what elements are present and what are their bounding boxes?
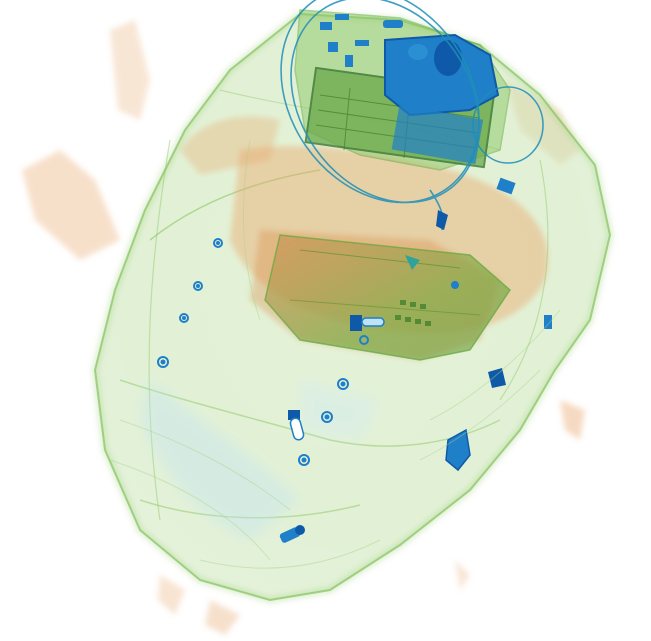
buckle (445, 315, 552, 472)
metal-rivet (157, 238, 369, 466)
electronics-pouch (294, 9, 516, 195)
teal-mark (405, 255, 420, 270)
metal-parts (157, 238, 552, 543)
zipper-pull (279, 525, 305, 543)
zipper-pull (350, 315, 385, 331)
usb-connector (496, 177, 516, 195)
cable-plug (436, 210, 448, 230)
laptop-board (264, 234, 511, 361)
zipper-pull (288, 410, 305, 441)
small-components (320, 14, 403, 67)
fabric-texture (109, 139, 561, 569)
keypad-squares (395, 300, 431, 326)
